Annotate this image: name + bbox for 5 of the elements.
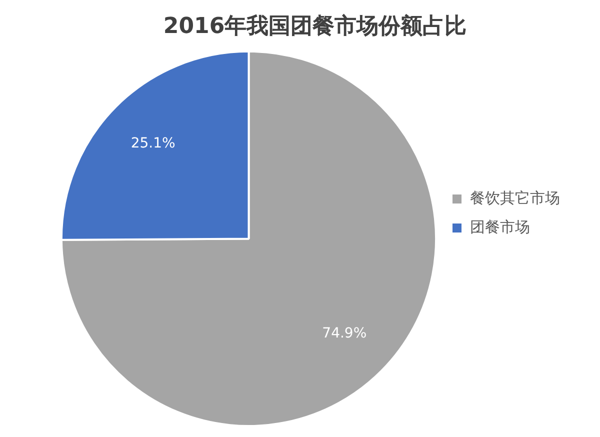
legend-label: 团餐市场: [470, 218, 530, 236]
chart-title: 2016年我国团餐市场份额占比: [163, 12, 467, 39]
data-label: 74.9%: [322, 325, 367, 342]
data-label: 25.1%: [130, 135, 176, 152]
legend-label: 餐饮其它市场: [470, 188, 560, 207]
